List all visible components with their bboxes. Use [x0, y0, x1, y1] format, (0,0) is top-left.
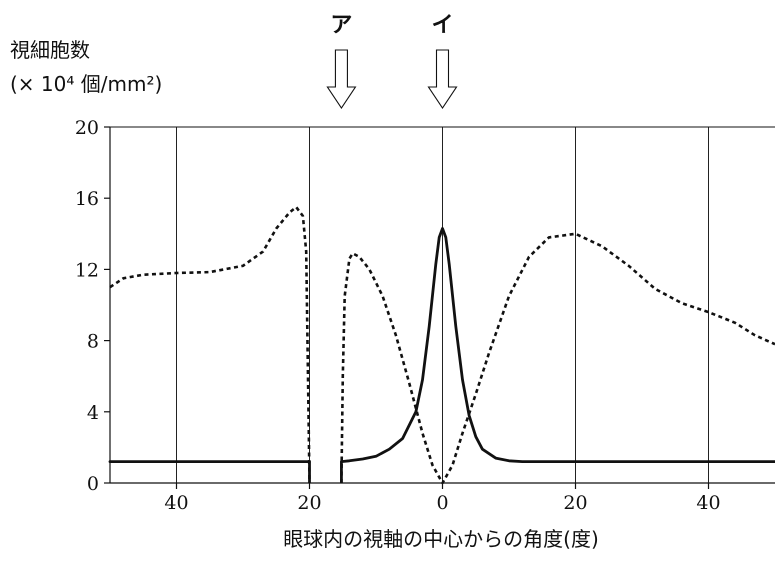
y-axis-title-line2: (× 10⁴ 個/mm²) — [10, 72, 162, 96]
x-tick-label-0: 40 — [164, 492, 188, 514]
x-tick-label-2: 0 — [436, 492, 448, 514]
x-tick-label-3: 20 — [563, 492, 587, 514]
y-tick-label-2: 8 — [87, 331, 99, 353]
series-solid-segment-1 — [339, 227, 775, 464]
marker-label-0: ア — [330, 13, 352, 38]
y-axis-title-line1: 視細胞数 — [10, 38, 90, 62]
x-tick-label-4: 40 — [696, 492, 720, 514]
series-dashed-segment-0 — [109, 205, 311, 484]
x-tick-label-1: 20 — [297, 492, 321, 514]
marker-arrow-1 — [427, 49, 458, 109]
marker-arrow-0 — [326, 49, 357, 109]
series-dashed-segment-1 — [340, 232, 775, 485]
y-tick-label-0: 0 — [87, 473, 99, 495]
y-tick-label-5: 20 — [75, 117, 99, 139]
marker-label-1: イ — [431, 13, 453, 38]
y-tick-label-3: 12 — [75, 259, 99, 281]
x-axis-title: 眼球内の視軸の中心からの角度(度) — [283, 527, 599, 551]
y-tick-label-4: 16 — [75, 188, 99, 210]
y-tick-label-1: 4 — [87, 402, 99, 424]
